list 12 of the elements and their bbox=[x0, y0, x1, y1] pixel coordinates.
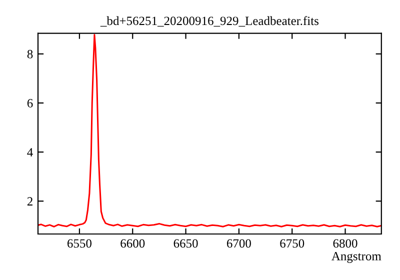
x-tick-label: 6600 bbox=[120, 239, 145, 248]
x-tick-label: 6750 bbox=[280, 239, 304, 248]
x-tick-label: 6700 bbox=[226, 239, 251, 248]
y-tick-label: 2 bbox=[27, 197, 32, 206]
y-tick-label: 6 bbox=[27, 99, 33, 108]
x-tick-label: 6550 bbox=[68, 239, 92, 248]
x-axis-title: Angstrom bbox=[332, 252, 382, 263]
y-tick-label: 8 bbox=[27, 50, 33, 58]
x-tick-label: 6650 bbox=[174, 239, 198, 248]
y-tick-label: 4 bbox=[27, 148, 33, 156]
x-tick-label: 6800 bbox=[333, 239, 358, 248]
chart-title: _bd+56251_20200916_929_Leadbeater.fits bbox=[100, 16, 318, 27]
